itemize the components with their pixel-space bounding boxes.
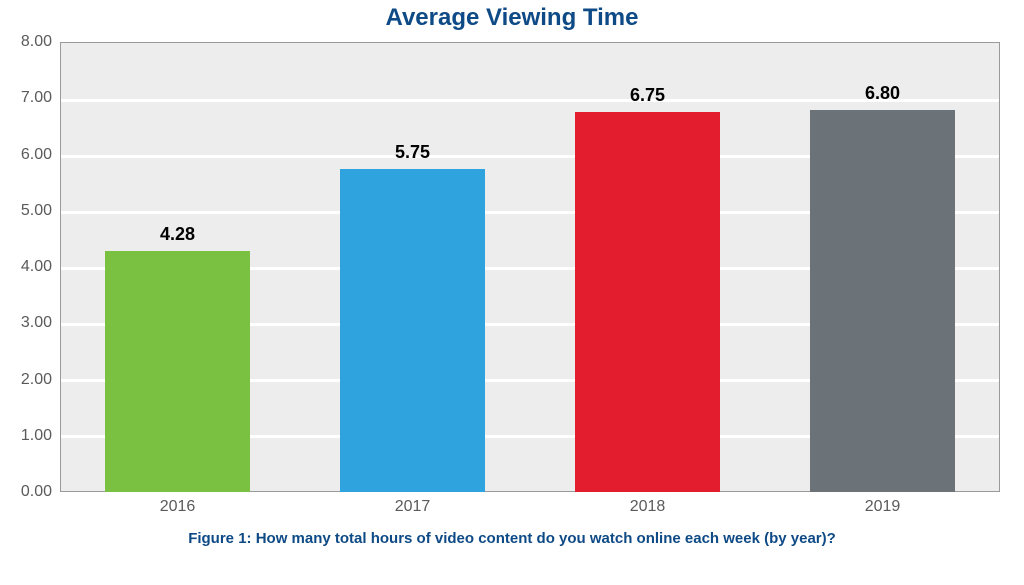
bars-layer: 4.28 5.75 6.756.80 (60, 42, 1000, 492)
bar-value-label: 4.28 (60, 224, 295, 245)
x-tick-label: 2019 (765, 498, 1000, 516)
y-tick-label: 7.00 (21, 89, 60, 107)
chart-caption: Figure 1: How many total hours of video … (0, 530, 1024, 547)
y-tick-label: 0.00 (21, 483, 60, 501)
y-tick-label: 6.00 (21, 146, 60, 164)
y-tick-label: 3.00 (21, 314, 60, 332)
x-tick-label: 2018 (530, 498, 765, 516)
plot-area: 4.285.756.756.80 0.001.002.003.004.005.0… (60, 42, 1000, 492)
bar-slot: 4.28 (60, 42, 295, 492)
bar (105, 251, 251, 492)
bar-slot: 5.75 (295, 42, 530, 492)
y-tick-label: 5.00 (21, 202, 60, 220)
bar-slot: 6.80 (765, 42, 1000, 492)
x-tick-label: 2016 (60, 498, 295, 516)
y-tick-label: 4.00 (21, 258, 60, 276)
y-tick-label: 1.00 (21, 427, 60, 445)
x-tick-label: 2017 (295, 498, 530, 516)
bar-value-label: 6.75 (530, 85, 765, 106)
y-tick-label: 8.00 (21, 33, 60, 51)
bar-value-label: 5.75 (295, 142, 530, 163)
x-axis-labels: 2016201720182019 (60, 498, 1000, 516)
y-tick-label: 2.00 (21, 371, 60, 389)
bar (810, 110, 956, 493)
bar (340, 169, 486, 492)
bar-value-label: 6.80 (765, 83, 1000, 104)
bar-slot: 6.75 (530, 42, 765, 492)
chart-container: Average Viewing Time 4.28 5.75 6.756.80 0.… (0, 0, 1024, 585)
chart-title: Average Viewing Time (0, 0, 1024, 32)
bar (575, 112, 721, 492)
